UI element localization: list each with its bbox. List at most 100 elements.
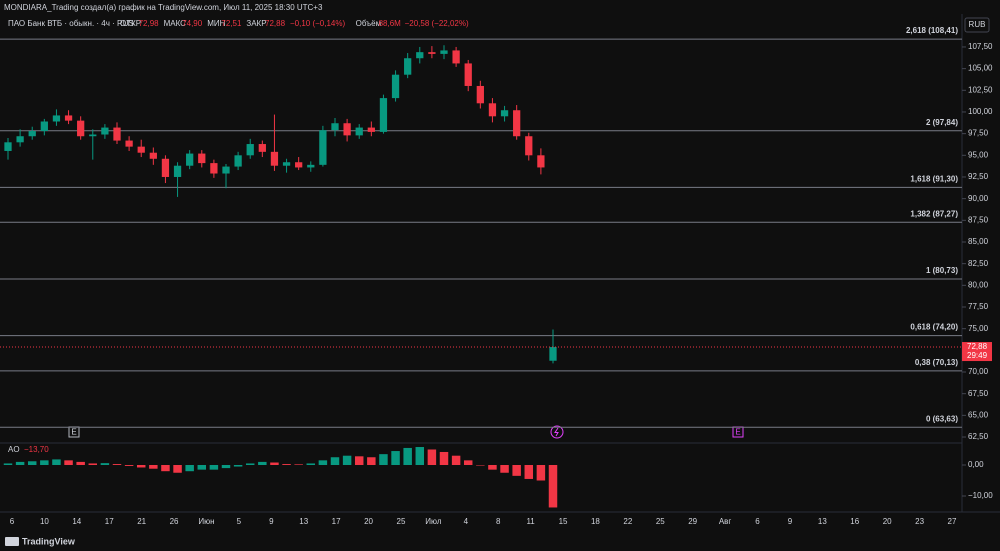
y-tick-label: 82,50 [968,259,989,268]
candle-body [513,110,521,137]
symbol: ПАО Банк ВТБ · обыкн. · 4ч · RUS [8,19,134,28]
candle-body [173,165,182,177]
fib-label: 1 (80,73) [926,266,958,275]
ohlc-value: 72,51 [221,19,242,28]
candle-body [270,151,279,166]
ao-bar [294,464,303,465]
earnings-label[interactable]: E [735,428,740,437]
candle-body [331,123,339,131]
candle-body [101,127,109,135]
x-tick-label: 8 [496,517,501,526]
candle-body [149,152,157,159]
candle-body [428,52,436,54]
ao-bar [233,464,243,467]
ao-bar [427,449,437,465]
ao-bar [221,464,231,469]
y-tick-label: 62,50 [968,432,989,441]
candle-body [52,115,61,122]
x-tick-label: 25 [656,517,665,526]
candle-body [186,153,194,166]
ohlc-value: 72,88 [265,19,286,28]
x-tick-label: 23 [915,517,924,526]
y-tick-label: 80,00 [968,280,989,289]
price-tag [962,342,992,362]
candle-body [440,50,448,54]
y-tick-label: 100,00 [968,107,993,116]
x-tick-label: 17 [105,517,114,526]
ao-bar [488,464,497,470]
ao-bar [439,451,449,465]
x-tick-label: 13 [818,517,827,526]
candle-body [367,127,375,132]
y-tick-label: 70,00 [968,367,989,376]
ao-bar [197,464,207,470]
x-tick-label: 6 [755,517,760,526]
ao-bar [536,464,546,481]
y-tick-label: 75,00 [968,324,989,333]
ao-bar [149,464,158,469]
x-tick-label: 5 [237,517,242,526]
candle-body [343,123,351,136]
candle-body [89,134,97,137]
y-tick-label: 107,50 [968,42,993,51]
candle-body [137,146,145,153]
candle-body [416,52,424,59]
x-tick-label: Июн [198,517,214,526]
ao-bar [64,460,73,465]
ao-bar [52,459,61,465]
x-tick-label: Авг [719,517,732,526]
ao-bar [27,461,37,465]
candle-body [379,98,388,132]
y-tick-label: 97,50 [968,129,989,138]
y-tick-label: 67,50 [968,389,989,398]
ao-bar [136,464,146,468]
candle-body [198,153,206,164]
volume-name: Объём [356,19,382,28]
candle-body [464,63,472,86]
ao-bar [282,464,291,465]
ao-bar [463,460,473,465]
ao-bar [185,464,194,472]
logo [5,537,19,546]
candle-body [234,155,242,167]
candle-body [500,110,509,117]
ao-bar [209,464,219,470]
y-tick-label: 85,00 [968,237,989,246]
fib-label: 2 (97,84) [926,118,958,127]
fib-label: 1,618 (91,30) [910,174,958,183]
ohlc-value: 74,90 [182,19,203,28]
candle-body [452,50,460,64]
candle-body [355,127,363,136]
candle-body [391,74,400,99]
y-tick-label: 77,50 [968,302,989,311]
x-tick-label: 9 [269,517,274,526]
candle-body [40,121,48,132]
x-tick-label: 20 [364,517,373,526]
candle-body [537,155,545,168]
y-tick-label: 102,50 [968,85,993,94]
x-tick-label: 27 [948,517,957,526]
ao-bar [415,447,425,465]
ao-bar [512,464,521,476]
candle-body [125,140,133,147]
candle-body [258,144,266,152]
ao-bar [112,464,122,465]
x-tick-label: 18 [591,517,600,526]
candle-body [404,58,412,75]
ao-bar [403,447,412,465]
x-tick-label: 14 [72,517,81,526]
ao-bar [258,461,267,465]
ao-bar [354,456,364,465]
fib-label: 1,382 (87,27) [910,209,958,218]
earnings-label[interactable]: E [71,428,76,437]
y-tick-label: 65,00 [968,410,989,419]
dividend-icon[interactable] [550,425,564,439]
ao-bar [342,455,352,465]
x-tick-label: 13 [299,517,308,526]
currency-box[interactable] [964,17,990,33]
ao-bar [548,464,558,508]
candle-body [222,166,230,174]
currency[interactable]: RUB [969,20,986,29]
x-tick-label: 6 [10,517,15,526]
